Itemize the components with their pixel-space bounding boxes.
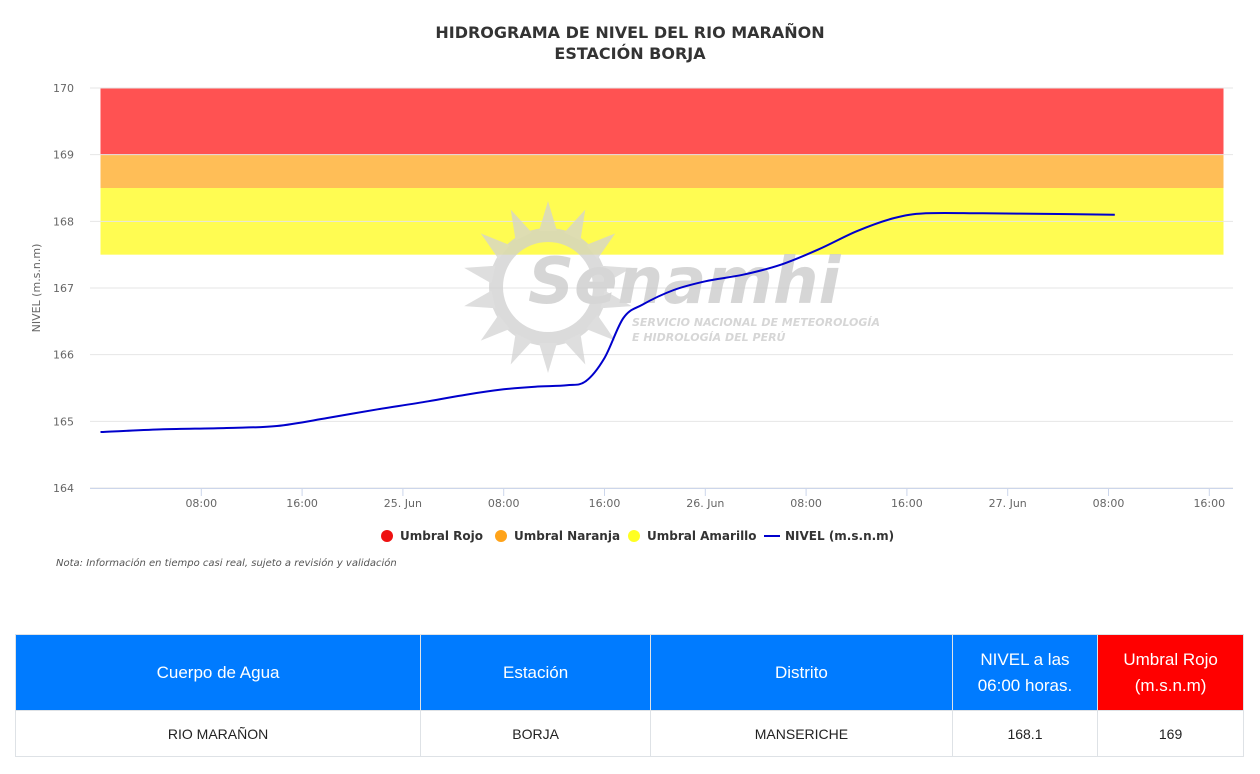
x-tick-label-4: 16:00	[589, 497, 621, 510]
cell-umbral-rojo: 169	[1097, 710, 1244, 757]
x-tick-label-0: 08:00	[185, 497, 217, 510]
table-row: RIO MARAÑON BORJA MANSERICHE 168.1 169	[14, 710, 1244, 757]
legend-marker-0	[381, 530, 393, 542]
cell-nivel: 168.1	[951, 710, 1099, 757]
y-axis-ticks: 164 165 166 167 168 169 170	[53, 82, 74, 495]
cell-estacion: BORJA	[420, 710, 652, 757]
grid-lines	[90, 87, 1233, 489]
threshold-bands	[100, 88, 1224, 255]
legend: Umbral Rojo Umbral Naranja Umbral Amarillo…	[381, 529, 894, 543]
x-tick-label-9: 08:00	[1093, 497, 1125, 510]
sun-ray	[539, 343, 557, 373]
watermark-brand: Senamhi	[528, 245, 842, 319]
table-header-row: Cuerpo de Agua Estación Distrito NIVEL a…	[14, 634, 1244, 711]
header-distrito: Distrito	[650, 634, 953, 711]
sun-ray	[586, 314, 616, 341]
y-tick-label-0: 164	[53, 482, 74, 495]
sun-ray	[564, 333, 586, 365]
x-tick-label-6: 08:00	[790, 497, 822, 510]
legend-marker-1	[495, 530, 507, 542]
legend-label-1: Umbral Naranja	[514, 529, 620, 543]
y-tick-label-2: 166	[53, 349, 74, 362]
data-note: Nota: Información en tiempo casi real, s…	[56, 558, 397, 569]
station-info-table: Cuerpo de Agua Estación Distrito NIVEL a…	[14, 634, 1244, 757]
x-tick-label-3: 08:00	[488, 497, 520, 510]
sun-ray	[510, 333, 532, 365]
sun-ray	[464, 265, 496, 284]
legend-marker-2	[628, 530, 640, 542]
sun-ray	[480, 314, 510, 341]
chart-svg: HIDROGRAMA DE NIVEL DEL RIO MARAÑON ESTA…	[30, 23, 1233, 543]
senamhi-watermark: Senamhi SERVICIO NACIONAL DE METEOROLOGÍ…	[464, 201, 880, 373]
legend-label-3: NIVEL (m.s.n.m)	[785, 529, 894, 543]
header-umbral-rojo: Umbral Rojo (m.s.n.m)	[1097, 634, 1244, 711]
header-estacion: Estación	[420, 634, 652, 711]
x-tick-label-1: 16:00	[286, 497, 318, 510]
x-axis-ticks: 08:00 16:00 25. Jun 08:00 16:00 26. Jun 08:00 1…	[185, 488, 1225, 510]
cell-distrito: MANSERICHE	[650, 710, 953, 757]
y-tick-label-3: 167	[53, 282, 74, 295]
y-tick-label-4: 168	[53, 215, 74, 228]
sun-ray	[600, 265, 632, 284]
chart-subtitle: ESTACIÓN BORJA	[554, 44, 706, 63]
hydrograph-chart: HIDROGRAMA DE NIVEL DEL RIO MARAÑON ESTA…	[30, 23, 1233, 543]
x-tick-label-5: 26. Jun	[686, 497, 724, 510]
band-umbral-rojo	[100, 88, 1224, 155]
y-tick-label-6: 170	[53, 82, 74, 95]
legend-label-2: Umbral Amarillo	[647, 529, 757, 543]
sun-ray	[464, 290, 496, 309]
series-layer	[100, 211, 1115, 433]
header-nivel: NIVEL a las 06:00 horas.	[951, 634, 1099, 711]
x-tick-label-10: 16:00	[1193, 497, 1225, 510]
watermark-line2: E HIDROLOGÍA DEL PERÚ	[632, 331, 786, 344]
y-tick-label-5: 169	[53, 149, 74, 162]
sun-ray	[539, 201, 557, 231]
series-line-nivel	[100, 211, 1115, 433]
x-tick-label-7: 16:00	[891, 497, 923, 510]
sun-ray	[586, 233, 616, 260]
x-tick-label-8: 27. Jun	[989, 497, 1027, 510]
sun-ray	[600, 290, 632, 309]
sun-logo-icon	[464, 201, 632, 373]
y-tick-label-1: 165	[53, 415, 74, 428]
cell-cuerpo-de-agua: RIO MARAÑON	[14, 710, 422, 757]
y-axis-title: NIVEL (m.s.n.m)	[30, 244, 43, 333]
band-umbral-naranja	[100, 154, 1224, 188]
header-cuerpo-de-agua: Cuerpo de Agua	[14, 634, 422, 711]
sun-ray	[510, 209, 532, 241]
sun-ray	[564, 209, 586, 241]
x-tick-label-2: 25. Jun	[384, 497, 422, 510]
watermark-line1: SERVICIO NACIONAL DE METEOROLOGÍA	[632, 316, 880, 329]
legend-label-0: Umbral Rojo	[400, 529, 483, 543]
sun-ray	[480, 233, 510, 260]
chart-title: HIDROGRAMA DE NIVEL DEL RIO MARAÑON	[435, 23, 824, 42]
